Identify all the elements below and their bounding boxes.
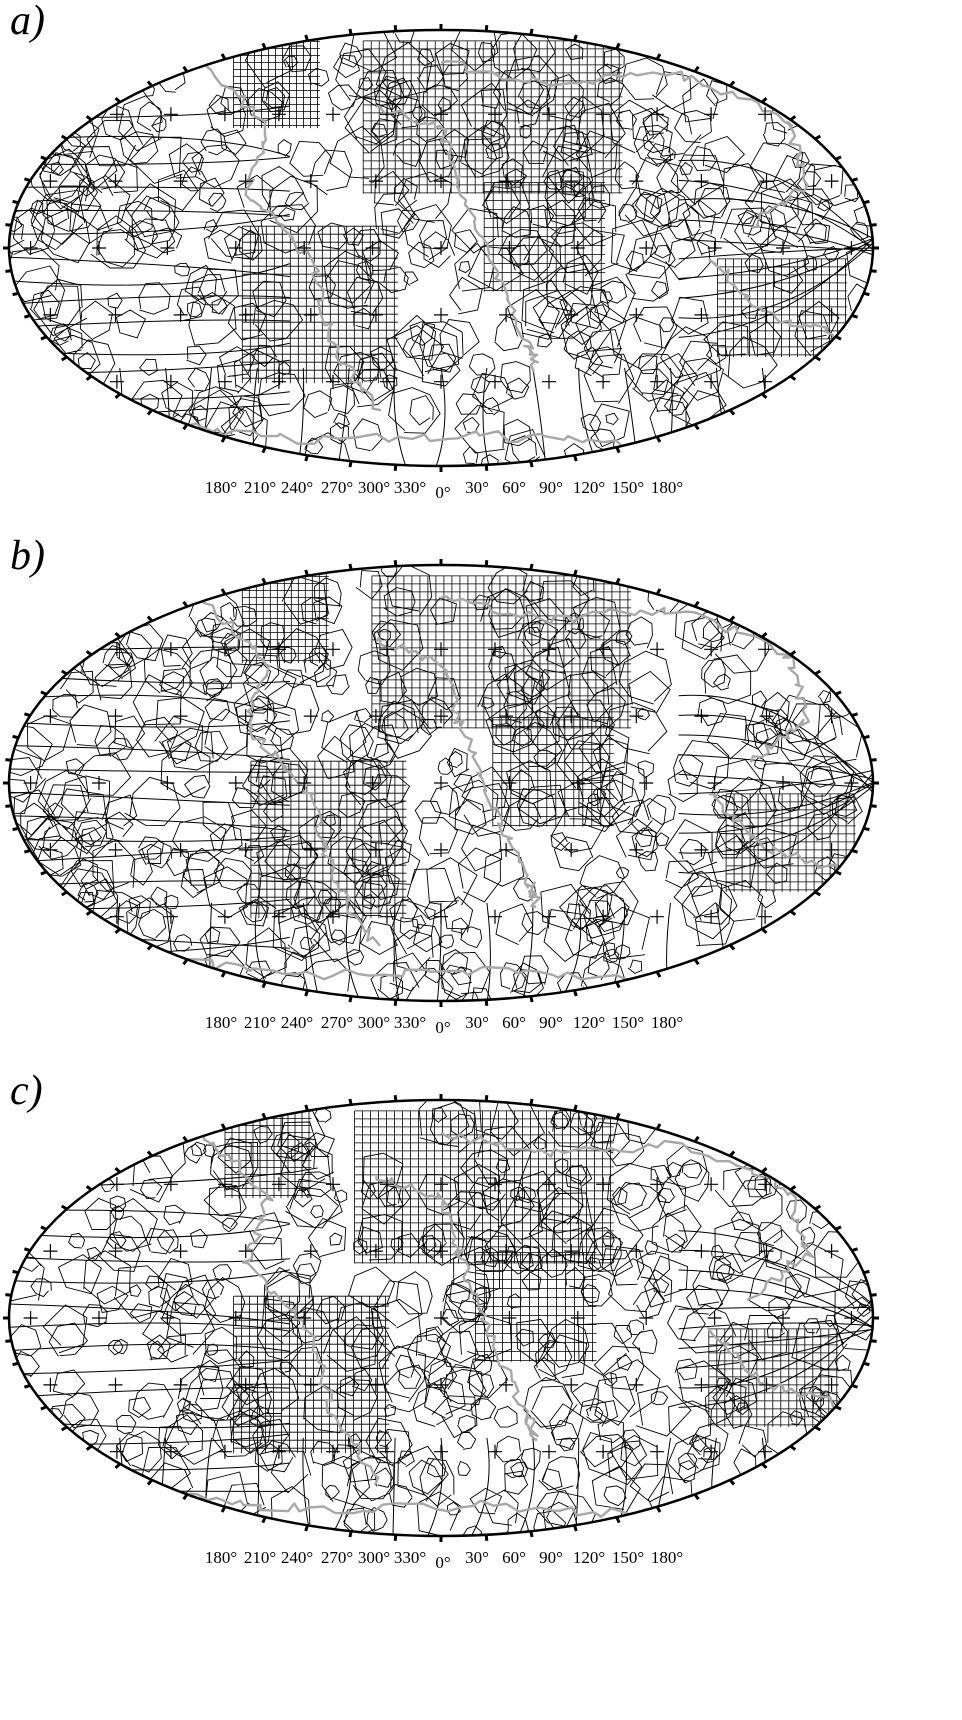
voronoi-map — [3, 24, 879, 472]
map-panel-a: a) 180° 210° 240° 270° 300° 330° 0° 30° 60° 90° 12… — [0, 0, 962, 573]
voronoi-map — [3, 559, 879, 1007]
cell-tessellation — [9, 30, 873, 466]
map-panel-c: c) 180° 210° 240° 270° 300° 330° 0° 30° 60° 90° 12… — [0, 1070, 962, 1643]
map-panel-b: b) 180° 210° 240° 270° 300° 330° 0° 30° 60° 90° 12… — [0, 535, 962, 1108]
panel-label: c) — [10, 1068, 43, 1114]
voronoi-map — [3, 1094, 879, 1542]
panel-label: b) — [10, 533, 45, 579]
cell-tessellation — [9, 1100, 873, 1536]
panel-label: a) — [10, 0, 45, 44]
cell-tessellation — [9, 565, 873, 1001]
